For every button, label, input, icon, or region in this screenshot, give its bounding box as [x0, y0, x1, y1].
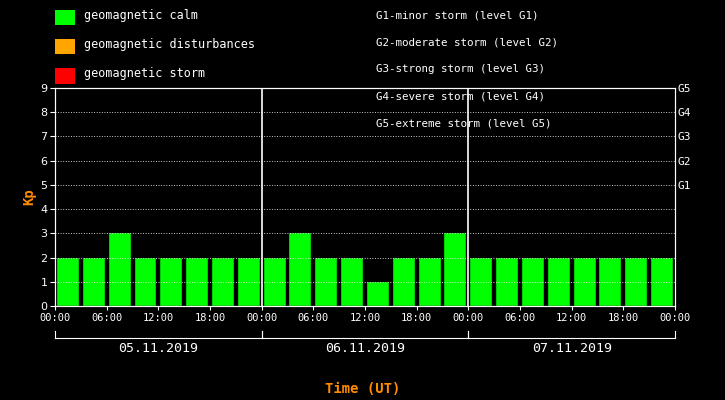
Bar [135, 258, 157, 306]
Bar [109, 233, 130, 306]
Bar [341, 258, 363, 306]
Bar [186, 258, 208, 306]
Bar [212, 258, 234, 306]
Text: 06.11.2019: 06.11.2019 [325, 342, 405, 355]
Bar [367, 282, 389, 306]
Bar [600, 258, 621, 306]
Bar [264, 258, 286, 306]
Bar [315, 258, 337, 306]
Bar [57, 258, 79, 306]
Bar [393, 258, 415, 306]
Text: G4-severe storm (level G4): G4-severe storm (level G4) [376, 92, 544, 102]
Text: Time (UT): Time (UT) [325, 382, 400, 396]
Text: 07.11.2019: 07.11.2019 [531, 342, 612, 355]
Bar [651, 258, 673, 306]
Bar [522, 258, 544, 306]
Bar [83, 258, 105, 306]
Bar [548, 258, 570, 306]
Text: G1-minor storm (level G1): G1-minor storm (level G1) [376, 10, 538, 20]
Bar [471, 258, 492, 306]
Text: 05.11.2019: 05.11.2019 [118, 342, 199, 355]
Bar [160, 258, 182, 306]
Bar [444, 233, 466, 306]
Y-axis label: Kp: Kp [22, 189, 36, 205]
Text: G2-moderate storm (level G2): G2-moderate storm (level G2) [376, 37, 558, 47]
Text: geomagnetic calm: geomagnetic calm [84, 9, 198, 22]
Text: G3-strong storm (level G3): G3-strong storm (level G3) [376, 64, 544, 74]
Bar [496, 258, 518, 306]
Bar [289, 233, 312, 306]
Text: G5-extreme storm (level G5): G5-extreme storm (level G5) [376, 119, 551, 129]
Text: geomagnetic storm: geomagnetic storm [84, 68, 205, 80]
Bar [418, 258, 441, 306]
Bar [238, 258, 260, 306]
Bar [573, 258, 595, 306]
Bar [625, 258, 647, 306]
Text: geomagnetic disturbances: geomagnetic disturbances [84, 38, 255, 51]
